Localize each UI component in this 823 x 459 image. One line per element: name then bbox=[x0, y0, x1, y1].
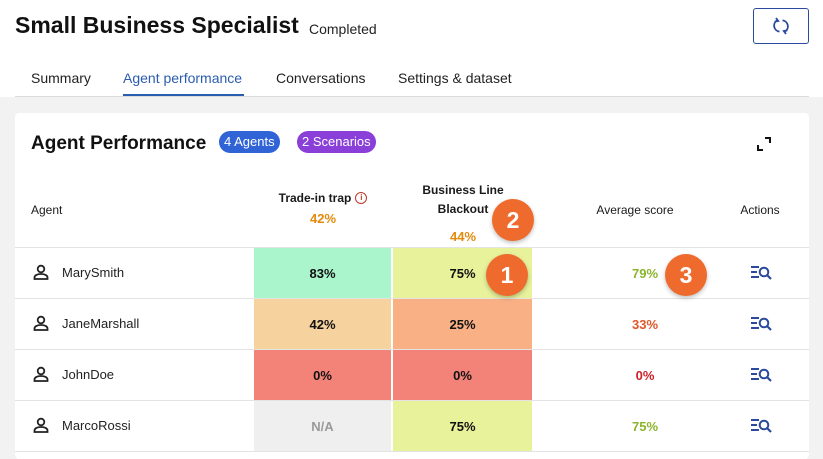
view-details-button[interactable] bbox=[750, 264, 772, 282]
tab-summary[interactable]: Summary bbox=[31, 70, 91, 86]
table-row: JaneMarshall 42% 25% 33% bbox=[15, 299, 809, 349]
agent-name: JaneMarshall bbox=[62, 315, 140, 331]
scenarios-count-badge: 2 Scenarios bbox=[297, 131, 376, 153]
agents-count-badge: 4 Agents bbox=[219, 131, 280, 153]
tab-settings-dataset[interactable]: Settings & dataset bbox=[398, 70, 512, 86]
table-row: MarcoRossi N/A 75% 75% bbox=[15, 401, 809, 451]
average-score-cell: 75% bbox=[631, 418, 659, 434]
column-header-trade-in[interactable]: Trade-in trap i 42% bbox=[258, 191, 388, 226]
refresh-icon bbox=[773, 17, 789, 35]
active-tab-indicator bbox=[123, 94, 244, 96]
table-row: MarySmith 83% 75% 79% bbox=[15, 248, 809, 298]
row-divider bbox=[15, 400, 809, 401]
status-label: Completed bbox=[309, 21, 377, 37]
row-divider bbox=[15, 247, 809, 248]
expand-button[interactable] bbox=[755, 135, 773, 153]
agent-name: MarcoRossi bbox=[62, 417, 131, 433]
info-icon[interactable]: i bbox=[355, 192, 368, 204]
tab-conversations[interactable]: Conversations bbox=[276, 70, 366, 86]
view-details-button[interactable] bbox=[750, 366, 772, 384]
blackout-average: 44% bbox=[449, 229, 477, 244]
trade-in-score-cell: N/A bbox=[254, 401, 391, 451]
blackout-score-cell: 25% bbox=[393, 299, 532, 349]
view-details-button[interactable] bbox=[750, 315, 772, 333]
agent-name: MarySmith bbox=[62, 264, 125, 280]
person-icon bbox=[33, 366, 49, 382]
tab-agent-performance[interactable]: Agent performance bbox=[123, 70, 243, 86]
person-icon bbox=[33, 264, 49, 280]
refresh-button[interactable] bbox=[753, 8, 809, 44]
view-details-icon bbox=[751, 317, 772, 331]
column-header-agent: Agent bbox=[31, 203, 63, 217]
person-icon bbox=[33, 417, 49, 433]
trade-in-score-cell: 42% bbox=[254, 299, 391, 349]
agent-name: JohnDoe bbox=[62, 366, 115, 382]
row-divider bbox=[15, 298, 809, 299]
table-row: JohnDoe 0% 0% 0% bbox=[15, 350, 809, 400]
view-details-icon bbox=[751, 266, 772, 280]
blackout-score-cell: 75% bbox=[393, 401, 532, 451]
tab-bar: Summary Agent performance Conversations … bbox=[15, 60, 809, 97]
panel-title: Agent Performance bbox=[31, 133, 207, 154]
trade-in-score-cell: 83% bbox=[254, 248, 391, 298]
agent-cell: JohnDoe bbox=[32, 365, 114, 383]
view-details-icon bbox=[751, 419, 772, 433]
average-score-cell: 79% bbox=[631, 265, 659, 281]
person-icon bbox=[33, 315, 49, 331]
column-header-actions: Actions bbox=[740, 203, 780, 217]
view-details-icon bbox=[751, 368, 772, 382]
row-divider bbox=[15, 349, 809, 350]
average-score-cell: 33% bbox=[631, 316, 659, 332]
page-title: Small Business Specialist bbox=[15, 12, 299, 38]
trade-in-label: Trade-in trap bbox=[278, 191, 352, 205]
expand-icon bbox=[757, 137, 771, 151]
annotation-marker-3: 3 bbox=[665, 254, 707, 296]
column-header-blackout[interactable]: Business Line Blackout 44% bbox=[395, 181, 531, 246]
trade-in-average: 42% bbox=[309, 211, 337, 226]
agent-cell: JaneMarshall bbox=[32, 314, 139, 332]
blackout-label: Business Line Blackout bbox=[422, 183, 504, 216]
column-header-average-score: Average score bbox=[596, 203, 674, 217]
annotation-marker-2: 2 bbox=[492, 199, 534, 241]
trade-in-score-cell: 0% bbox=[254, 350, 391, 400]
annotation-marker-1: 1 bbox=[486, 254, 528, 296]
average-score-cell: 0% bbox=[635, 367, 655, 383]
page-header: Small Business Specialist Completed Summ… bbox=[0, 0, 823, 97]
agent-cell: MarySmith bbox=[32, 263, 124, 281]
agent-cell: MarcoRossi bbox=[32, 416, 131, 434]
agent-performance-panel: Agent Performance 4 Agents 2 Scenarios A… bbox=[15, 113, 809, 459]
row-divider bbox=[15, 451, 809, 452]
blackout-score-cell: 0% bbox=[393, 350, 532, 400]
view-details-button[interactable] bbox=[750, 417, 772, 435]
